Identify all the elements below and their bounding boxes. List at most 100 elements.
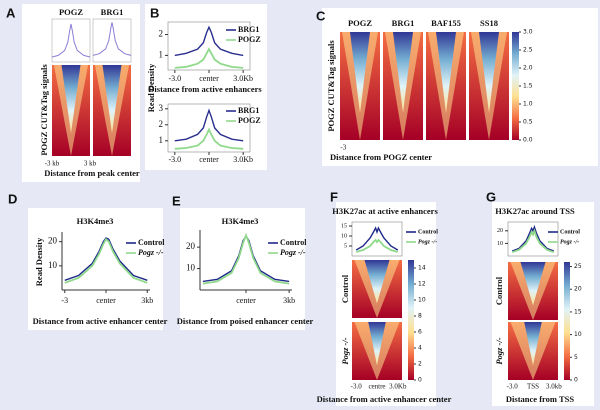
colorbar-tick-label: 12 bbox=[418, 281, 426, 288]
line bbox=[511, 224, 555, 252]
column-title: SS18 bbox=[480, 18, 498, 28]
y-axis-label: POGZ CUT&Tag signals bbox=[326, 40, 336, 132]
heatmap-signal bbox=[393, 32, 413, 113]
y-tick-label: 2 bbox=[159, 29, 164, 39]
colorbar bbox=[408, 260, 414, 380]
y-axis-label: POGZ CUT&Tag signals bbox=[39, 64, 49, 156]
y-tick-label: 15 bbox=[341, 223, 347, 229]
column-title: POGZ bbox=[59, 7, 83, 17]
x-axis-label: Distance from active enhancer center bbox=[33, 316, 168, 326]
colorbar-tick-label: 1.5 bbox=[523, 83, 533, 90]
colorbar bbox=[564, 262, 570, 380]
x-tick-label: 3 kb bbox=[84, 160, 97, 168]
colorbar-tick-label: 10 bbox=[418, 297, 426, 304]
line bbox=[355, 238, 399, 253]
colorbar-tick-label: 20 bbox=[574, 286, 582, 293]
row-label: Pogz -/- bbox=[340, 337, 350, 364]
colorbar-tick-label: 2 bbox=[418, 361, 422, 368]
colorbar-tick-label: 2.0 bbox=[523, 65, 533, 72]
colorbar-tick-label: 4 bbox=[418, 345, 422, 352]
colorbar-tick-label: 3.0 bbox=[523, 29, 533, 36]
legend-label: POGZ bbox=[238, 35, 261, 44]
heatmap-signal bbox=[61, 65, 81, 134]
x-axis-label: Distance from TSS bbox=[506, 394, 574, 404]
y-tick-label: 10 bbox=[341, 233, 347, 239]
x-tick-label: center bbox=[96, 296, 116, 305]
colorbar-tick-label: 0 bbox=[574, 377, 578, 384]
panel-label: G bbox=[486, 189, 496, 204]
x-tick-label: TSS bbox=[527, 383, 539, 391]
legend-label: Pogz -/- bbox=[418, 239, 437, 245]
heatmap-signal bbox=[364, 260, 390, 304]
panel-label: F bbox=[330, 189, 338, 204]
line bbox=[202, 232, 290, 285]
axes-frame bbox=[351, 221, 403, 257]
colorbar-tick-label: 0.0 bbox=[523, 137, 533, 144]
line bbox=[64, 237, 148, 284]
column-title: BRG1 bbox=[101, 7, 124, 17]
colorbar-tick-label: 0.5 bbox=[523, 119, 533, 126]
line bbox=[174, 25, 244, 57]
legend-label: Pogz -/- bbox=[560, 239, 579, 245]
x-tick-label: centre bbox=[368, 383, 385, 391]
y-tick-label: 20 bbox=[48, 236, 58, 246]
heatmap-signal bbox=[350, 32, 370, 113]
legend-label: BRG1 bbox=[238, 106, 259, 115]
legend-label: Pogz -/- bbox=[138, 248, 164, 257]
profile-line bbox=[92, 22, 132, 56]
y-tick-label: 1 bbox=[159, 135, 164, 145]
column-title: POGZ bbox=[348, 18, 372, 28]
panel-label: E bbox=[172, 193, 181, 208]
colorbar-tick-label: 14 bbox=[418, 265, 426, 272]
colorbar-tick-label: 15 bbox=[574, 308, 582, 315]
legend-label: Control bbox=[280, 238, 307, 247]
y-tick-label: 3 bbox=[159, 103, 164, 113]
x-tick-label: -3.0 bbox=[351, 383, 363, 391]
y-tick-label: 5 bbox=[344, 243, 347, 249]
chart-title: H3K4me3 bbox=[77, 216, 114, 226]
line bbox=[174, 47, 244, 69]
panel-label: A bbox=[6, 5, 16, 20]
colorbar-tick-label: 25 bbox=[574, 263, 582, 270]
x-tick-label: -3 bbox=[340, 144, 346, 152]
y-axis-label: Read Density bbox=[146, 63, 156, 112]
x-tick-label: 3kb bbox=[283, 296, 295, 305]
panel-label: C bbox=[316, 8, 326, 23]
line bbox=[174, 108, 244, 142]
colorbar-tick-label: 10 bbox=[574, 331, 582, 338]
legend-label: POGZ bbox=[238, 116, 261, 125]
heatmap-signal bbox=[102, 65, 122, 134]
heatmap-signal bbox=[368, 322, 386, 366]
colorbar-tick-label: 2.5 bbox=[523, 47, 533, 54]
legend-label: BRG1 bbox=[238, 25, 259, 34]
y-tick-label: 10 bbox=[48, 260, 58, 270]
colorbar-tick-label: 8 bbox=[418, 313, 422, 320]
y-tick-label: 2 bbox=[159, 119, 164, 129]
column-title: BRG1 bbox=[392, 18, 415, 28]
panel-label: B bbox=[150, 5, 159, 20]
chart-title: H3K4me3 bbox=[222, 216, 259, 226]
profile-line bbox=[51, 23, 91, 58]
x-tick-label: -3.0 bbox=[507, 383, 519, 391]
x-axis-label: Distance from active enhancers bbox=[148, 84, 262, 94]
x-axis-label: Distance from poised enhancer center bbox=[177, 316, 314, 326]
y-tick-label: 20 bbox=[497, 228, 503, 234]
colorbar-tick-label: 5 bbox=[574, 354, 578, 361]
panel-bg bbox=[180, 208, 305, 330]
x-tick-label: -3.0 bbox=[168, 74, 181, 83]
panel-bg bbox=[28, 208, 163, 330]
y-tick-label: 1 bbox=[159, 49, 164, 59]
x-tick-label: -3 bbox=[61, 296, 68, 305]
chart-title: H3K27ac at active enhancers bbox=[332, 206, 438, 216]
legend-label: Control bbox=[418, 229, 438, 235]
x-tick-label: 3.0Kb bbox=[233, 155, 253, 164]
legend-label: Pogz -/- bbox=[280, 248, 306, 257]
panel-bg bbox=[145, 4, 267, 170]
colorbar bbox=[512, 32, 519, 140]
y-tick-label: 10 bbox=[497, 241, 503, 247]
x-tick-label: 3.0Kb bbox=[233, 74, 253, 83]
row-label: Control bbox=[340, 274, 350, 303]
colorbar-tick-label: 1.0 bbox=[523, 101, 533, 108]
x-axis-label: Distance from active enhancer center bbox=[317, 394, 452, 404]
